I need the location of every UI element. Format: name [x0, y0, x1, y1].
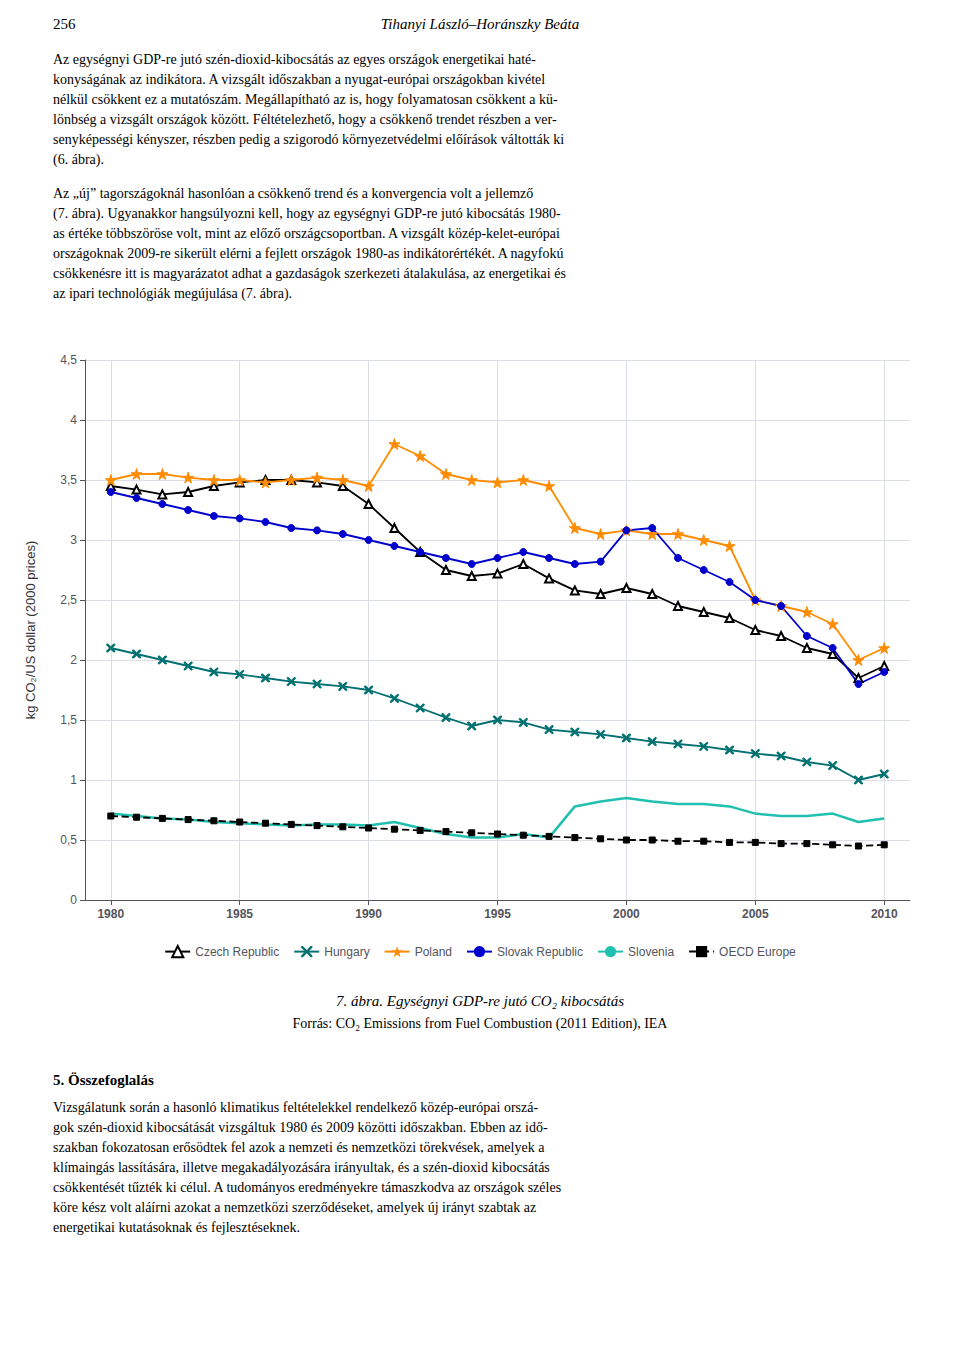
svg-text:szakban fokozatosan erősödtek: szakban fokozatosan erősödtek fel azok a…	[53, 1140, 545, 1155]
svg-text:5. Összefoglalás: 5. Összefoglalás	[53, 1072, 154, 1088]
svg-text:nélkül csökkent ez a mutatószá: nélkül csökkent ez a mutatószám. Megálla…	[53, 92, 558, 107]
svg-text:klímaingás lassítására, illetv: klímaingás lassítására, illetve megakadá…	[53, 1160, 550, 1175]
svg-text:senyképességi kényszer, részbe: senyképességi kényszer, részben pedig a …	[53, 132, 564, 147]
svg-text:2: 2	[70, 653, 77, 667]
svg-text:1985: 1985	[226, 907, 253, 921]
svg-text:1990: 1990	[355, 907, 382, 921]
svg-text:0: 0	[70, 893, 77, 907]
svg-text:az ipari technológiák megújulá: az ipari technológiák megújulása (7. ábr…	[53, 286, 292, 302]
svg-text:0,5: 0,5	[60, 833, 77, 847]
svg-text:1,5: 1,5	[60, 713, 77, 727]
svg-text:2000: 2000	[613, 907, 640, 921]
svg-text:Forrás: CO₂ Emissions from Fue: Forrás: CO₂ Emissions from Fuel Combusti…	[293, 1016, 669, 1032]
svg-text:1980: 1980	[97, 907, 124, 921]
svg-text:4,5: 4,5	[60, 353, 77, 367]
svg-text:(6. ábra).: (6. ábra).	[53, 152, 104, 168]
svg-text:256: 256	[53, 16, 76, 32]
svg-text:Slovenia: Slovenia	[628, 945, 674, 959]
svg-text:Vizsgálatunk során a hasonló k: Vizsgálatunk során a hasonló klimatikus …	[53, 1100, 538, 1115]
svg-text:1: 1	[70, 773, 77, 787]
svg-text:4: 4	[70, 413, 77, 427]
svg-text:3: 3	[70, 533, 77, 547]
svg-text:1995: 1995	[484, 907, 511, 921]
svg-text:2005: 2005	[742, 907, 769, 921]
svg-text:Slovak Republic: Slovak Republic	[497, 945, 583, 959]
svg-text:3,5: 3,5	[60, 473, 77, 487]
svg-text:OECD Europe: OECD Europe	[719, 945, 796, 959]
svg-text:gok szén-dioxid kibocsátását v: gok szén-dioxid kibocsátását vizsgáltuk …	[53, 1120, 548, 1135]
svg-text:2,5: 2,5	[60, 593, 77, 607]
svg-text:köre kész volt aláírni azokat: köre kész volt aláírni azokat a nemzetkö…	[53, 1200, 536, 1215]
svg-text:as értéke többszöröse volt, mi: as értéke többszöröse volt, mint az előz…	[53, 226, 560, 241]
svg-text:csökkenésre itt is magyarázato: csökkenésre itt is magyarázatot adhat a …	[53, 266, 566, 281]
svg-text:Tihanyi László–Horánszky Beáta: Tihanyi László–Horánszky Beáta	[381, 16, 579, 32]
svg-text:Poland: Poland	[415, 945, 452, 959]
svg-text:kg CO₂/US dollar (2000 prices): kg CO₂/US dollar (2000 prices)	[23, 541, 38, 719]
svg-text:országoknak 2009-re sikerült e: országoknak 2009-re sikerült elérni a fe…	[53, 246, 563, 261]
svg-text:2010: 2010	[871, 907, 898, 921]
svg-text:Az egységnyi GDP-re jutó szén-: Az egységnyi GDP-re jutó szén-dioxid-kib…	[53, 52, 536, 67]
svg-text:Az „új” tagországoknál hasonló: Az „új” tagországoknál hasonlóan a csökk…	[53, 186, 533, 201]
svg-text:Hungary: Hungary	[324, 945, 369, 959]
svg-text:(7. ábra). Ugyanakkor hangsúly: (7. ábra). Ugyanakkor hangsúlyozni kell,…	[53, 206, 561, 222]
svg-text:energetikai kutatásoknak és fe: energetikai kutatásoknak és fejlesztések…	[53, 1220, 300, 1235]
svg-text:7. ábra. Egységnyi GDP-re jutó: 7. ábra. Egységnyi GDP-re jutó CO₂ kiboc…	[336, 993, 624, 1009]
svg-text:konyságának az indikátora. A v: konyságának az indikátora. A vizsgált id…	[53, 72, 545, 87]
svg-text:csökkentését tűzték ki célul.: csökkentését tűzték ki célul. A tudomány…	[53, 1180, 561, 1195]
svg-text:lönbség a vizsgált országok kö: lönbség a vizsgált országok között. Félt…	[53, 112, 557, 127]
svg-text:Czech Republic: Czech Republic	[195, 945, 279, 959]
